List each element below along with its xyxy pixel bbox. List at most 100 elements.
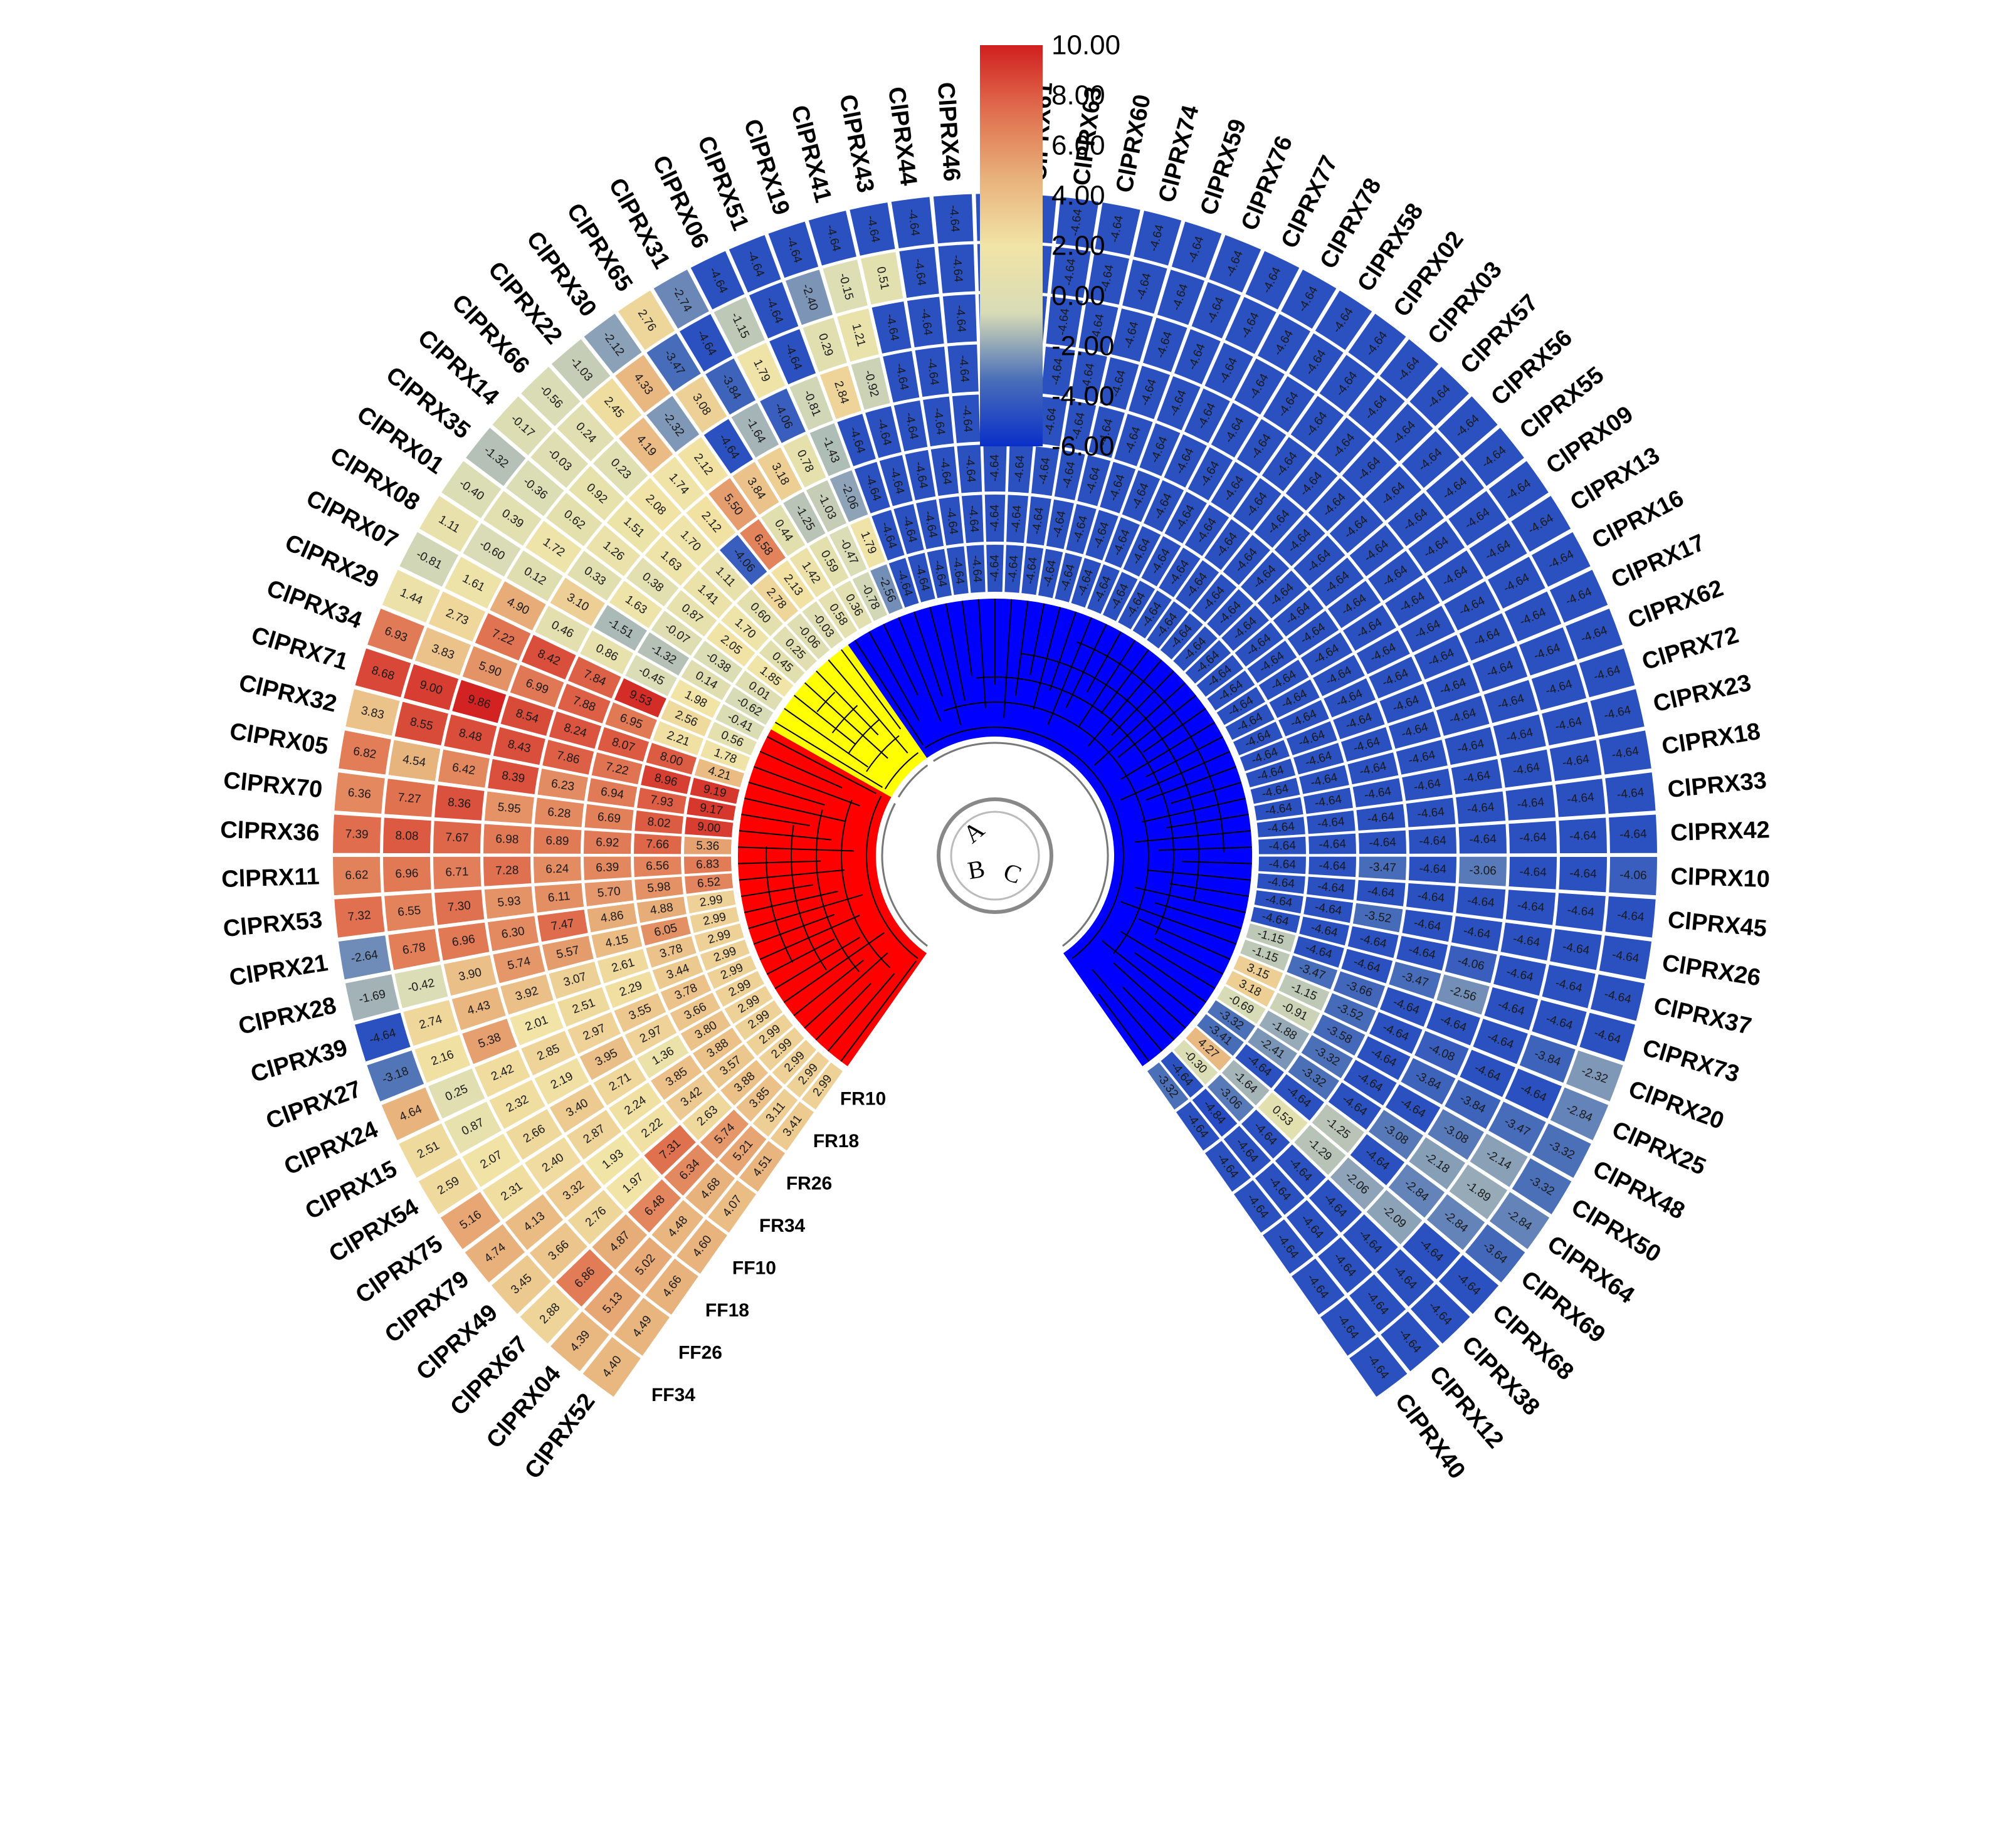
heat-cell	[1292, 934, 1346, 970]
heat-cell	[1564, 1049, 1625, 1103]
heat-cell	[1332, 969, 1387, 1010]
heat-cell	[1540, 963, 1597, 1010]
heat-cell	[1267, 678, 1322, 720]
gene-label: ClPRX42	[1670, 817, 1771, 846]
heat-cell	[1386, 1162, 1446, 1220]
heat-cell	[1036, 547, 1065, 600]
heat-cell	[808, 421, 853, 478]
heat-cell	[1357, 855, 1408, 882]
heat-cell	[1364, 464, 1423, 523]
heat-cell	[1355, 628, 1412, 676]
heat-cell	[1367, 654, 1424, 700]
heat-cell	[1233, 357, 1287, 417]
cell-value-label: 6.36	[347, 786, 372, 801]
heat-cell	[1383, 575, 1442, 628]
clade-label: A	[957, 815, 989, 848]
heat-cell	[769, 1100, 816, 1153]
cell-value-label: 7.28	[495, 864, 519, 878]
heat-cell	[1045, 295, 1085, 349]
heat-cell	[397, 1121, 460, 1180]
gene-label: ClPRX23	[1651, 669, 1754, 717]
heat-cell	[1239, 550, 1292, 603]
cell-value-label: -4.64	[1569, 829, 1597, 843]
heat-cell	[706, 1178, 758, 1235]
gene-label: ClPRX43	[834, 92, 878, 195]
heat-cell	[1256, 1090, 1310, 1142]
heat-cell	[730, 460, 781, 517]
heat-cell	[1307, 855, 1358, 879]
heat-cell	[1040, 345, 1077, 399]
heat-cell	[632, 855, 683, 879]
heat-cell	[1377, 681, 1435, 725]
heat-cell	[1488, 1190, 1551, 1251]
heat-cell	[366, 607, 426, 661]
heat-cell	[1450, 757, 1504, 796]
cell-value-label: 6.83	[696, 858, 720, 871]
heat-cell	[1273, 1142, 1328, 1198]
heat-cell	[766, 220, 820, 280]
clade-A	[737, 729, 928, 1066]
heat-cell	[397, 530, 460, 589]
heat-cell	[333, 770, 387, 816]
heat-cell	[1457, 855, 1508, 888]
cell-value-label: 6.69	[597, 811, 621, 826]
heat-cell	[1305, 809, 1357, 836]
cell-value-label: -4.64	[953, 305, 968, 333]
heat-cell	[1401, 1221, 1463, 1281]
heat-cell	[1342, 1058, 1399, 1108]
gene-label: ClPRX60	[1111, 92, 1156, 195]
cell-value-label: -4.64	[1517, 899, 1545, 915]
heat-cell	[983, 493, 1007, 543]
heat-cell	[544, 1162, 604, 1220]
heat-cell	[729, 401, 781, 459]
heat-cell	[887, 556, 920, 609]
heat-cell	[592, 603, 649, 653]
heat-cell	[582, 855, 633, 882]
heat-cell	[1307, 1177, 1364, 1235]
heat-cell	[771, 624, 819, 673]
heat-cell	[1190, 280, 1243, 340]
heat-cell	[1253, 1161, 1307, 1217]
heat-cell	[1085, 562, 1122, 616]
heat-cell	[1351, 901, 1404, 934]
heat-cell	[643, 1256, 700, 1317]
heat-cell	[486, 757, 540, 796]
heat-cell	[461, 644, 519, 693]
heat-cell	[1005, 493, 1030, 545]
cell-value-label: -4.64	[959, 405, 974, 433]
heat-cell	[1597, 728, 1653, 776]
heat-cell	[1145, 1061, 1191, 1111]
heat-cell	[925, 547, 954, 600]
heat-cell	[663, 513, 717, 569]
cell-value-label: 7.32	[347, 908, 372, 923]
heat-cell	[965, 543, 987, 594]
heat-cell	[533, 604, 592, 654]
heat-cell	[483, 885, 535, 920]
heat-cell	[555, 681, 613, 725]
heat-cell	[921, 395, 956, 448]
heat-cell	[536, 767, 590, 802]
heat-cell	[668, 678, 723, 720]
heat-cell	[870, 508, 907, 562]
heat-cell	[548, 1083, 606, 1135]
heat-cell	[1174, 1100, 1221, 1153]
heat-cell	[596, 947, 651, 985]
cell-value-label: -4.64	[1006, 555, 1021, 583]
cell-value-label: -4.64	[1469, 832, 1497, 846]
heat-cell	[689, 249, 747, 312]
heat-cell	[432, 819, 483, 855]
heat-cell	[1603, 770, 1657, 816]
heat-cell	[755, 445, 804, 503]
heat-cell	[1305, 875, 1357, 902]
heat-cell	[903, 448, 937, 502]
heat-cell	[719, 603, 771, 653]
heat-cell	[835, 307, 881, 364]
heat-cell	[718, 533, 769, 587]
heat-cell	[1285, 953, 1339, 991]
gene-label: ClPRX39	[248, 1034, 350, 1088]
heat-cell	[584, 1132, 642, 1187]
heatmap-rings: 2.993.414.514.074.604.664.494.402.993.11…	[331, 192, 1659, 1399]
heat-cell	[508, 1001, 566, 1047]
heat-cell	[1387, 710, 1443, 750]
